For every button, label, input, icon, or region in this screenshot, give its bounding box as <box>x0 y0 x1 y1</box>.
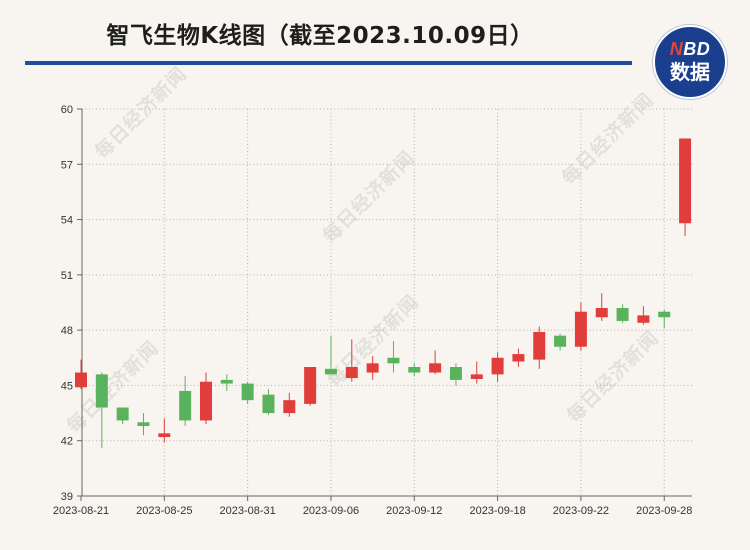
candle-body <box>533 331 546 360</box>
candle-down <box>408 363 421 377</box>
candle-body <box>470 374 483 379</box>
logo-brand-text: NBD <box>669 39 711 59</box>
candle-body <box>387 357 400 364</box>
candle-body <box>491 357 504 375</box>
candle-down <box>220 374 233 391</box>
candle-body <box>512 354 525 362</box>
candle-body <box>679 138 692 224</box>
candle-body <box>158 433 171 438</box>
title-underline <box>25 61 632 65</box>
x-tick-label: 2023-09-06 <box>303 505 359 517</box>
candle-body <box>220 379 233 384</box>
candle-up <box>366 355 379 380</box>
y-tick-label: 42 <box>61 436 73 448</box>
candle-up <box>512 348 525 367</box>
chart-title: 智飞生物K线图（截至2023.10.09日） <box>106 23 534 49</box>
candle-body <box>262 394 275 414</box>
candle-down <box>137 413 150 436</box>
candle-body <box>304 367 317 404</box>
candle-body <box>658 311 671 318</box>
candle-body <box>408 367 421 373</box>
candle-down <box>116 407 129 425</box>
candle-up <box>429 350 442 375</box>
candle-body <box>554 335 567 347</box>
candle-up <box>533 326 546 369</box>
candle-down <box>449 363 462 386</box>
x-tick-label: 2023-09-12 <box>386 505 442 517</box>
candle-body <box>449 367 462 380</box>
candle-body <box>574 311 587 347</box>
y-tick-label: 48 <box>61 325 73 337</box>
gridlines <box>82 108 692 496</box>
candle-down <box>179 376 192 426</box>
candle-up <box>470 361 483 384</box>
candle-body <box>429 363 442 373</box>
candle-up <box>283 392 296 417</box>
candle-body <box>616 308 629 321</box>
nbd-data-logo: NBD 数据 <box>653 25 727 99</box>
y-tick-label: 57 <box>61 159 73 171</box>
candle-up <box>637 306 650 325</box>
candle-body <box>95 374 108 408</box>
candle-body <box>75 372 87 388</box>
candle-up <box>679 138 692 237</box>
y-tick-labels: 39 42 45 48 51 54 57 60 <box>61 104 73 503</box>
candle-up <box>304 367 317 406</box>
candle-body <box>116 407 129 421</box>
candle-up <box>595 293 608 321</box>
y-tick-label: 60 <box>61 104 73 116</box>
candle-body <box>199 381 212 421</box>
y-tick-label: 45 <box>61 380 73 392</box>
x-tick-label: 2023-08-25 <box>136 505 192 517</box>
candle-down <box>616 304 629 323</box>
axes <box>77 108 692 501</box>
candle-up <box>75 359 87 390</box>
candle-body <box>366 363 379 373</box>
candles <box>75 138 692 449</box>
candle-down <box>387 341 400 373</box>
candle-body <box>179 390 192 421</box>
candle-up <box>158 418 171 443</box>
x-tick-label: 2023-08-21 <box>53 505 109 517</box>
candle-down <box>554 333 567 351</box>
x-tick-label: 2023-08-31 <box>219 505 275 517</box>
candle-down <box>241 381 254 404</box>
candle-body <box>324 368 337 375</box>
candle-down <box>262 389 275 415</box>
candle-body <box>283 400 296 414</box>
x-tick-label: 2023-09-28 <box>636 505 692 517</box>
x-tick-label: 2023-09-18 <box>469 505 525 517</box>
candle-body <box>137 422 150 426</box>
x-tick-labels: 2023-08-21 2023-08-25 2023-08-31 2023-09-06… <box>53 505 693 517</box>
candle-body <box>637 315 650 323</box>
candle-body <box>241 383 254 401</box>
candle-down <box>95 372 108 449</box>
candle-up <box>345 339 358 382</box>
logo-label-text: 数据 <box>670 60 710 84</box>
x-tick-label: 2023-09-22 <box>553 505 609 517</box>
candle-up <box>491 352 504 382</box>
candle-body <box>595 308 608 318</box>
candle-down <box>324 335 337 375</box>
y-tick-label: 54 <box>61 215 73 227</box>
candle-body <box>345 367 358 379</box>
candle-up <box>574 302 587 351</box>
candle-down <box>658 309 671 329</box>
y-tick-label: 39 <box>61 491 73 503</box>
candle-up <box>199 372 212 425</box>
y-tick-label: 51 <box>61 270 73 282</box>
